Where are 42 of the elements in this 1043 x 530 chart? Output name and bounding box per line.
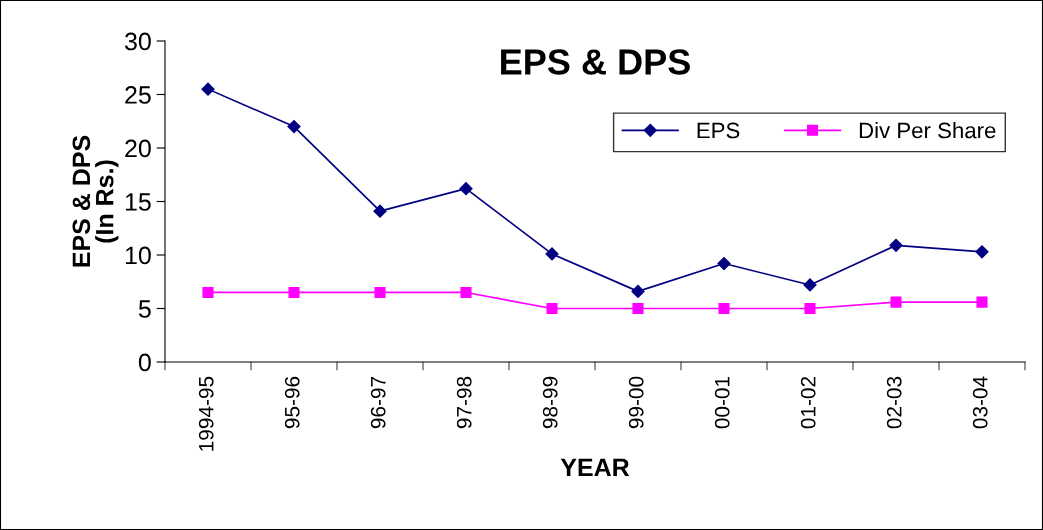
point [287,120,301,134]
point [718,302,730,315]
point [976,296,988,308]
y-axis-title: EPS & DPS (In Rs.) [72,135,119,267]
x-tick-label: 03-04 [972,376,988,429]
point [631,284,645,298]
point [373,204,387,218]
y-tick-label: 5 [138,300,151,318]
x-tick-label: 02-03 [886,376,902,429]
point [545,247,559,261]
point [374,286,386,299]
point [546,302,558,315]
point [804,302,816,315]
point [288,286,300,299]
x-tick-label: 98-99 [542,376,558,429]
x-tick-label: 01-02 [800,376,816,429]
y-tick-label: 25 [125,86,151,104]
chart-title: EPS & DPS [501,49,690,75]
point [889,238,903,252]
point [459,182,473,196]
y-tick-label: 15 [125,193,151,211]
point [201,82,215,96]
legend-label: Div Per Share [859,121,996,139]
point [202,286,214,299]
legend-label: EPS [697,122,740,139]
point [632,302,644,315]
x-tick-label: 95-96 [284,376,300,429]
y-tick-label: 30 [124,32,151,51]
y-tick-label: 10 [125,246,151,265]
x-tick-label: 00-01 [714,376,730,429]
x-tick-label: 99-00 [628,376,644,429]
x-axis-title: YEAR [560,458,630,477]
y-tick-label: 20 [125,139,151,158]
y-tick-label: 0 [138,353,151,372]
x-tick-label: 1994-95 [198,376,214,451]
point [890,296,902,308]
x-tick-label: 97-98 [456,376,472,429]
point [975,245,989,259]
point [717,256,731,271]
point [803,278,817,292]
point [460,286,472,299]
x-tick-label: 96-97 [370,376,386,429]
